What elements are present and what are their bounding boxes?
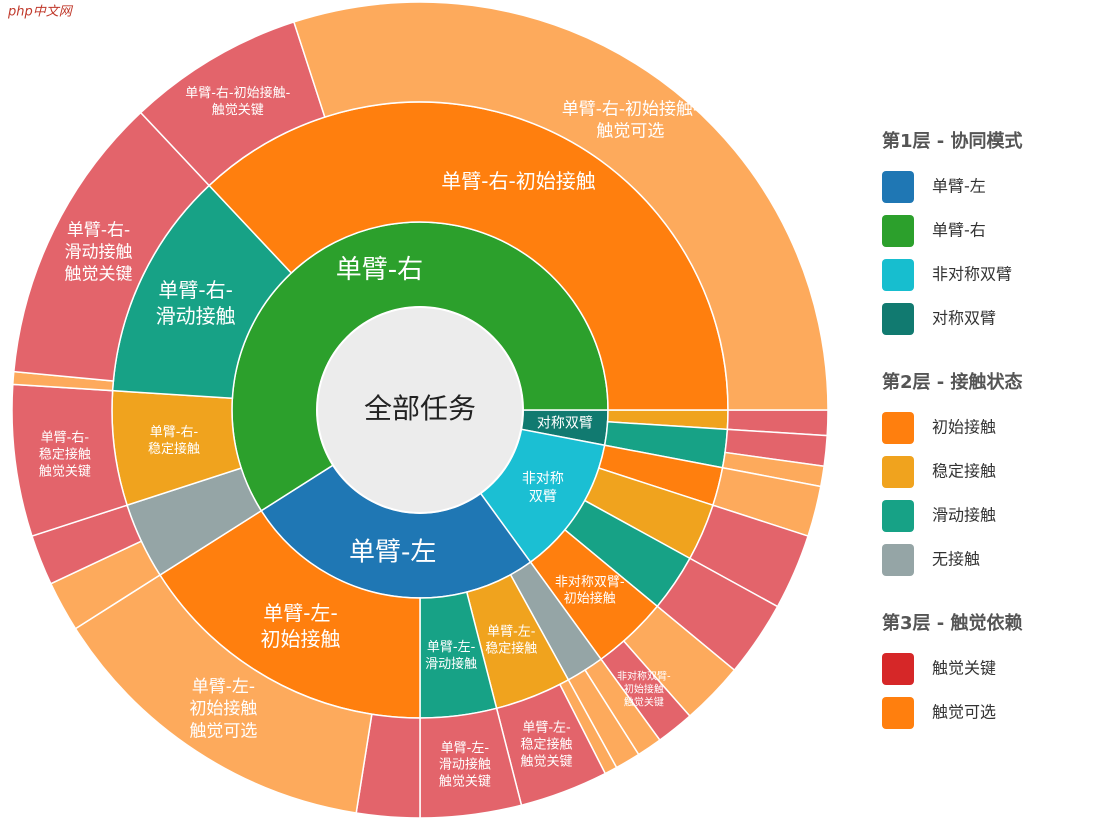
legend-swatch	[882, 171, 914, 203]
legend-swatch	[882, 215, 914, 247]
segment-label: 单臂-右-	[41, 430, 90, 445]
legend-title: 第1层 - 协同模式	[882, 130, 1023, 152]
segment-label: 触觉关键	[521, 754, 573, 769]
segment-label: 稳定接触	[148, 441, 200, 457]
legend-label: 触觉可选	[932, 703, 996, 722]
segment-label: 触觉关键	[212, 103, 264, 118]
segment-label: 非对称双臂-	[617, 669, 671, 682]
legend-swatch	[882, 544, 914, 576]
segment-label: 触觉关键	[624, 695, 664, 708]
segment-label: 稳定接触	[39, 446, 91, 462]
segment-label: 单臂-右	[336, 255, 423, 285]
segment-label: 单臂-左-	[263, 601, 337, 625]
segment-label: 滑动接触	[439, 757, 491, 773]
legend-label: 无接触	[932, 550, 980, 569]
sunburst-segment	[292, 1, 829, 411]
segment-label: 滑动接触	[425, 656, 477, 672]
segment-label: 非对称双臂-	[555, 575, 625, 590]
legend-swatch	[882, 653, 914, 685]
legend-title: 第2层 - 接触状态	[882, 371, 1023, 393]
segment-label: 单臂-左-	[441, 741, 490, 756]
legend-label: 单臂-右	[932, 221, 986, 240]
center-circle	[316, 306, 524, 514]
segment-label: 触觉可选	[189, 721, 257, 741]
segment-label: 单臂-左-	[487, 625, 536, 640]
segment-label: 单臂-左-	[192, 677, 255, 697]
segment-label: 初始接触	[189, 699, 257, 719]
watermark: php中文网	[7, 4, 74, 20]
legend-label: 初始接触	[932, 418, 996, 437]
segment-label: 触觉可选	[596, 121, 664, 141]
segment-label: 非对称	[522, 471, 564, 487]
legend-label: 稳定接触	[932, 462, 996, 481]
legend-swatch	[882, 500, 914, 532]
legend-label: 触觉关键	[932, 659, 996, 678]
segment-label: 单臂-右-初始接触-	[185, 85, 290, 101]
segment-label: 单臂-右-	[158, 278, 232, 302]
legend-label: 对称双臂	[932, 309, 996, 328]
legend-swatch	[882, 412, 914, 444]
segment-label: 单臂-右-初始接触	[441, 169, 595, 193]
legend-swatch	[882, 259, 914, 291]
segment-label: 单臂-左-	[522, 720, 571, 735]
segment-label: 滑动接触	[156, 304, 236, 328]
segment-label: 滑动接触	[65, 243, 133, 263]
segment-label: 初始接触	[564, 591, 616, 607]
segment-label: 初始接触	[261, 627, 341, 651]
segment-label: 单臂-左	[349, 537, 436, 567]
legend-swatch	[882, 697, 914, 729]
segment-label: 对称双臂	[537, 416, 593, 432]
legend-title: 第3层 - 触觉依赖	[882, 612, 1023, 634]
segment-label: 稳定接触	[485, 641, 537, 657]
segment-label: 初始接触	[624, 682, 664, 695]
segment-label: 稳定接触	[521, 736, 573, 752]
legend-swatch	[882, 456, 914, 488]
legend-label: 单臂-左	[932, 177, 986, 196]
segment-label: 单臂-右-	[150, 425, 199, 440]
segment-label: 双臂	[529, 489, 557, 505]
segment-label: 触觉关键	[439, 775, 491, 790]
segment-label: 单臂-右-初始接触-	[562, 99, 699, 119]
segment-label: 单臂-右-	[67, 220, 130, 240]
segment-label: 单臂-左-	[427, 640, 476, 655]
legend-label: 非对称双臂	[932, 265, 1012, 284]
legend-label: 滑动接触	[932, 506, 996, 525]
segment-label: 触觉关键	[39, 464, 91, 479]
segment-label: 触觉关键	[65, 265, 133, 285]
center-label: 全部任务	[364, 392, 476, 425]
legend-swatch	[882, 303, 914, 335]
